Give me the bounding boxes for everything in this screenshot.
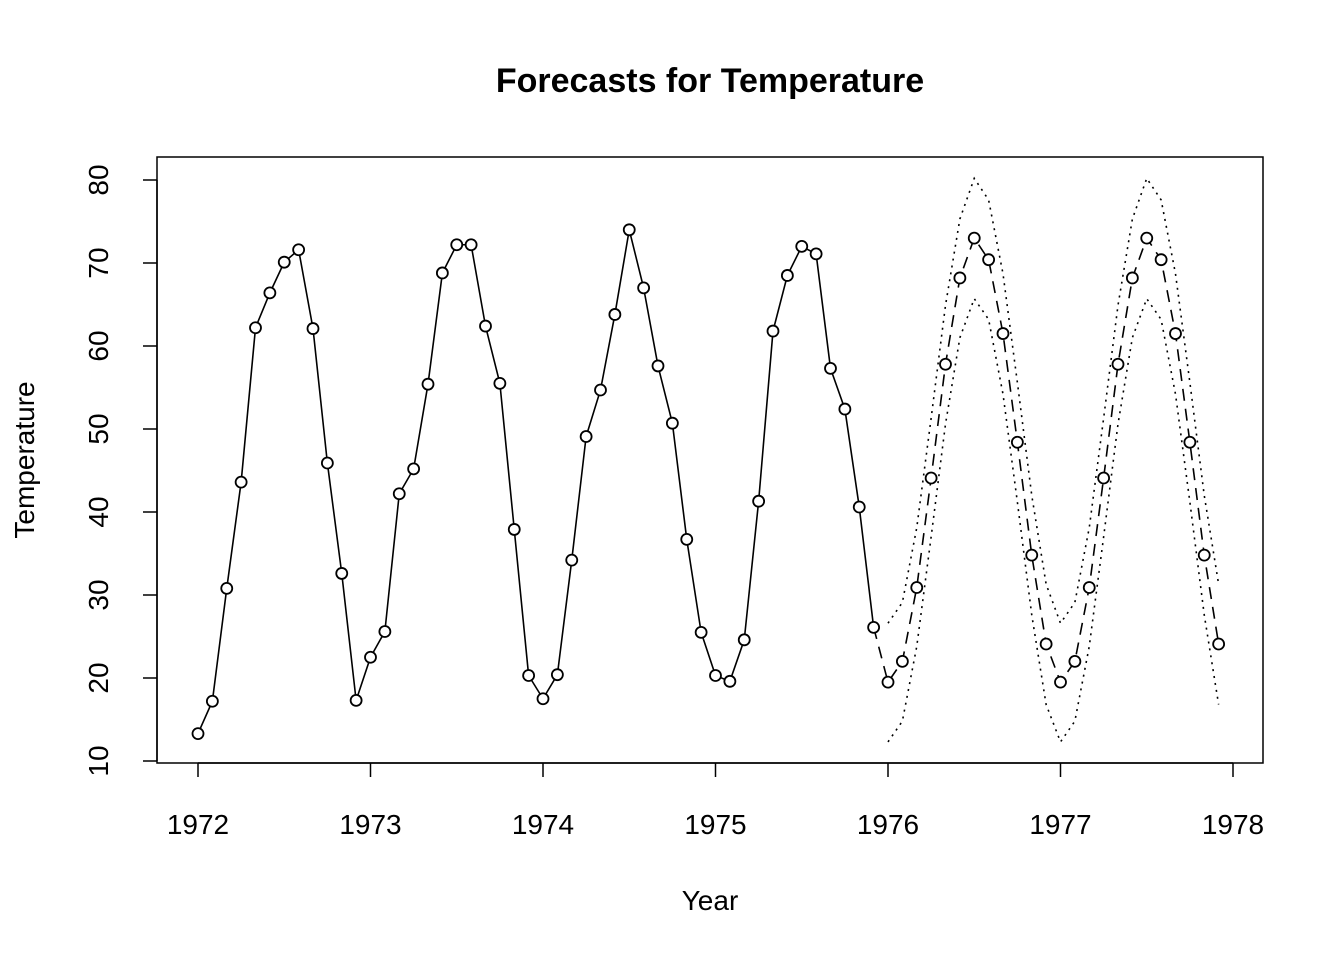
observed-point [234, 475, 248, 489]
y-tick-label: 60 [83, 330, 114, 361]
forecast-point [1212, 637, 1226, 651]
x-axis: 1972 1973 1974 1975 1976 1977 1978 [167, 762, 1264, 840]
observed-point [867, 620, 881, 634]
x-axis-label: Year [682, 885, 739, 916]
forecast-point [1111, 357, 1125, 371]
x-tick-label: 1977 [1029, 809, 1091, 840]
observed-point [205, 694, 219, 708]
observed-point [824, 362, 837, 375]
observed-point [292, 243, 306, 257]
observed-point [752, 494, 766, 508]
forecast-point [881, 675, 895, 689]
observed-point [407, 462, 421, 476]
observed-point [335, 567, 349, 580]
observed-line [197, 229, 875, 734]
observed-point [565, 553, 579, 567]
observed-point [191, 727, 205, 741]
forecast-point [1169, 327, 1182, 340]
observed-point [220, 581, 234, 595]
observed-point [622, 223, 636, 237]
observed-point [349, 694, 363, 707]
observed-point [637, 281, 651, 295]
observed-point [507, 523, 521, 536]
observed-point [522, 669, 536, 682]
lower-bound-line [887, 296, 1220, 744]
observed-point [479, 319, 492, 333]
y-tick-label: 70 [83, 247, 114, 278]
forecast-point [1097, 471, 1111, 485]
observed-point [536, 692, 550, 706]
observed-point [364, 650, 377, 664]
observed-point [608, 308, 622, 321]
forecast-point [1010, 435, 1024, 449]
series-layer [191, 176, 1226, 744]
observed-point [852, 500, 866, 514]
observed-point [665, 416, 679, 430]
forecast-point [1197, 548, 1211, 562]
forecast-point [982, 253, 996, 267]
observed-point [421, 377, 435, 391]
observed-point [651, 359, 665, 373]
y-tick-label: 50 [83, 413, 114, 444]
observed-point [680, 532, 694, 546]
upper-bound-line [887, 176, 1220, 625]
forecast-point [1183, 435, 1197, 449]
observed-point [392, 487, 406, 501]
x-tick-label: 1973 [339, 809, 401, 840]
x-tick-label: 1976 [857, 809, 919, 840]
observed-point [493, 376, 507, 390]
observed-point [464, 238, 478, 252]
chart-title: Forecasts for Temperature [496, 62, 924, 100]
forecast-point [996, 327, 1010, 340]
y-tick-label: 30 [83, 579, 114, 610]
observed-point [694, 625, 708, 639]
observed-point [277, 255, 291, 269]
forecast-point [1082, 581, 1096, 594]
forecast-point [1068, 655, 1082, 668]
observed-point [780, 269, 794, 282]
y-axis-label: Temperature [9, 381, 40, 538]
forecast-point [1054, 675, 1067, 689]
observed-point [306, 322, 320, 335]
y-tick-label: 20 [83, 662, 114, 693]
y-tick-label: 80 [83, 164, 114, 195]
forecast-point [939, 357, 952, 371]
observed-point [723, 674, 737, 688]
observed-point [795, 239, 809, 253]
observed-point [737, 633, 751, 647]
forecast-point [1025, 548, 1039, 562]
forecast-point [967, 231, 981, 245]
y-tick-label: 10 [83, 745, 114, 776]
x-tick-label: 1974 [512, 809, 574, 840]
forecast-point [1154, 253, 1168, 267]
observed-point [378, 625, 392, 638]
x-tick-label: 1978 [1202, 809, 1264, 840]
observed-point [594, 383, 607, 397]
y-tick-label: 40 [83, 496, 114, 527]
observed-point [263, 286, 277, 300]
x-tick-label: 1972 [167, 809, 229, 840]
observed-point [550, 668, 564, 682]
forecast-point [1140, 231, 1154, 245]
observed-point [709, 669, 722, 682]
observed-point [579, 430, 593, 443]
observed-point [249, 321, 262, 335]
forecast-point [910, 581, 924, 594]
observed-point [435, 266, 449, 280]
observed-point [838, 402, 852, 416]
observed-point [809, 247, 823, 261]
forecast-point [895, 655, 909, 668]
observed-point [450, 238, 464, 252]
x-tick-label: 1975 [684, 809, 746, 840]
forecast-point [1125, 271, 1139, 285]
forecast-point [1039, 637, 1053, 651]
forecast-point [924, 471, 938, 485]
y-axis: 10 20 30 40 50 60 70 80 [83, 164, 158, 777]
observed-point [320, 456, 334, 470]
observed-point [766, 324, 780, 338]
forecast-point [953, 271, 967, 285]
